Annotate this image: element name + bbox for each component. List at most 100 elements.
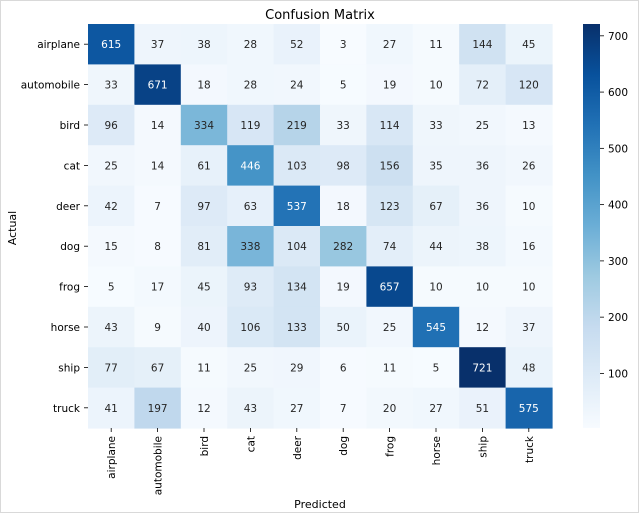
cell-value-label: 28	[244, 39, 257, 51]
cell-value-label: 24	[290, 80, 304, 92]
heatmap-cell	[505, 145, 553, 187]
heatmap-cell	[459, 104, 507, 146]
heatmap-cell	[459, 226, 507, 267]
heatmap-cell	[227, 387, 275, 429]
cell-value-label: 18	[197, 80, 210, 92]
heatmap-cell	[88, 387, 135, 429]
y-tick-label: cat	[64, 160, 80, 172]
cell-value-label: 575	[519, 403, 539, 415]
cell-value-label: 8	[154, 241, 161, 253]
cell-value-label: 44	[429, 241, 443, 253]
cell-value-label: 67	[151, 362, 164, 374]
cell-value-label: 11	[429, 39, 442, 51]
heatmap-cell	[180, 24, 228, 65]
heatmap-cell	[227, 104, 275, 146]
cell-value-label: 27	[290, 403, 303, 415]
x-tick-label: horse	[431, 436, 443, 465]
cell-value-label: 33	[337, 120, 350, 132]
cell-value-label: 43	[105, 322, 118, 334]
cell-value-label: 103	[287, 160, 307, 172]
cell-value-label: 134	[287, 282, 307, 294]
cell-value-label: 45	[197, 282, 210, 294]
cell-value-label: 97	[197, 201, 210, 213]
cell-value-label: 114	[380, 120, 400, 132]
heatmap-cell	[412, 387, 460, 429]
colorbar-tick-label: 500	[608, 143, 628, 155]
cell-value-label: 43	[244, 403, 257, 415]
cell-value-label: 42	[105, 201, 118, 213]
cell-value-label: 20	[383, 403, 396, 415]
cell-value-label: 10	[522, 282, 535, 294]
cell-value-label: 17	[151, 282, 164, 294]
heatmap-cell	[134, 226, 182, 267]
heatmap-cell	[412, 185, 460, 227]
cell-value-label: 45	[522, 39, 535, 51]
cell-value-label: 14	[151, 160, 165, 172]
x-tick-label: bird	[199, 436, 211, 456]
cell-value-label: 10	[429, 282, 442, 294]
heatmap-cell	[134, 185, 182, 227]
heatmap-cell	[88, 104, 135, 146]
cell-value-label: 33	[429, 120, 442, 132]
cell-value-label: 98	[337, 160, 350, 172]
heatmap-cell	[505, 185, 553, 227]
heatmap-cell	[180, 347, 228, 389]
y-tick-label: ship	[58, 362, 80, 374]
cell-value-label: 156	[380, 160, 400, 172]
heatmap-cell	[88, 266, 135, 308]
cell-value-label: 37	[522, 322, 535, 334]
cell-value-label: 51	[476, 403, 489, 415]
heatmap-cell	[459, 24, 507, 65]
colorbar-gradient	[583, 24, 600, 428]
cell-value-label: 52	[290, 39, 303, 51]
heatmap-cell	[134, 104, 182, 146]
cell-value-label: 15	[105, 241, 118, 253]
y-tick-label: dog	[60, 241, 80, 253]
cell-value-label: 13	[522, 120, 535, 132]
cell-value-label: 11	[383, 362, 396, 374]
heatmap-cell	[227, 306, 275, 348]
heatmap-cell	[366, 64, 414, 106]
heatmap-cell	[320, 104, 367, 146]
heatmap-cell	[180, 185, 228, 227]
y-tick-label: frog	[59, 282, 80, 294]
cell-value-label: 7	[154, 201, 161, 213]
cell-value-label: 123	[380, 201, 400, 213]
heatmap-cell	[227, 24, 275, 65]
heatmap-cell	[180, 64, 228, 106]
heatmap-cell	[88, 226, 135, 267]
heatmap-cell	[412, 104, 460, 146]
heatmap-cell	[180, 145, 228, 187]
heatmap-cell	[227, 145, 275, 187]
cell-value-label: 36	[476, 201, 490, 213]
heatmap-cell	[273, 24, 321, 65]
cell-value-label: 72	[476, 80, 489, 92]
heatmap-cell	[412, 226, 460, 267]
heatmap-cell	[366, 185, 414, 227]
cell-value-label: 5	[340, 80, 347, 92]
heatmap-cell	[459, 145, 507, 187]
heatmap-cell	[505, 104, 553, 146]
heatmap-cell	[273, 226, 321, 267]
heatmap-cell	[366, 347, 414, 389]
heatmap-cell	[88, 64, 135, 106]
heatmap-cell	[320, 266, 367, 308]
cell-value-label: 5	[108, 282, 115, 294]
y-tick-label: truck	[53, 403, 81, 415]
cell-value-label: 33	[105, 80, 118, 92]
cell-value-label: 545	[426, 322, 446, 334]
heatmap-cell	[412, 266, 460, 308]
cell-value-label: 144	[472, 39, 492, 51]
heatmap-cell	[88, 347, 135, 389]
cell-value-label: 36	[476, 160, 490, 172]
heatmap-cell	[320, 347, 367, 389]
cell-value-label: 50	[337, 322, 350, 334]
cell-value-label: 40	[197, 322, 210, 334]
heatmap-cell	[273, 347, 321, 389]
cell-value-label: 120	[519, 80, 539, 92]
cell-value-label: 615	[101, 39, 121, 51]
heatmap-cell	[134, 347, 182, 389]
cell-value-label: 537	[287, 201, 307, 213]
